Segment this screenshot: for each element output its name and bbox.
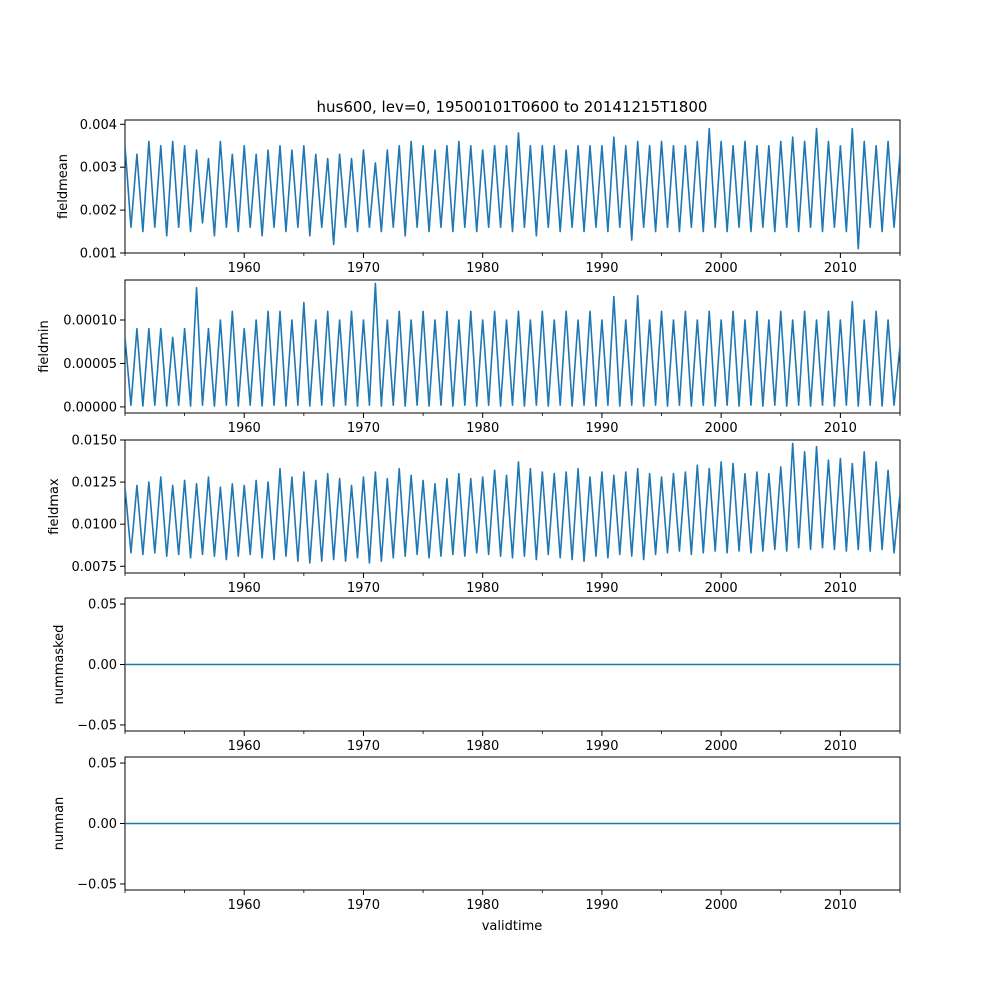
x-tick-label: 1990 bbox=[585, 739, 618, 754]
y-tick-label: 0.00010 bbox=[63, 313, 117, 328]
x-tick-label: 1990 bbox=[585, 421, 618, 436]
y-tick-label: 0.0125 bbox=[72, 476, 118, 491]
x-tick-label: 1990 bbox=[585, 261, 618, 276]
x-tick-label: 1960 bbox=[228, 739, 261, 754]
figure-title: hus600, lev=0, 19500101T0600 to 20141215… bbox=[317, 98, 708, 116]
y-axis-label: numnan bbox=[52, 797, 67, 851]
series-line-fieldmin bbox=[125, 282, 900, 407]
y-tick-label: 0.00 bbox=[88, 817, 117, 832]
x-tick-label: 1980 bbox=[466, 898, 499, 913]
y-tick-label: 0.00000 bbox=[63, 400, 117, 415]
x-tick-label: 2010 bbox=[824, 739, 857, 754]
y-axis-label: nummasked bbox=[52, 625, 67, 705]
y-tick-label: 0.05 bbox=[88, 598, 117, 613]
series-line-fieldmean bbox=[125, 127, 900, 250]
subplot-nummasked: 1960 1970 1980 1990 2000 2010 −0.05 0.00 0.05 num… bbox=[52, 597, 901, 754]
x-tick-label: 1960 bbox=[228, 898, 261, 913]
x-tick-label: 2000 bbox=[705, 261, 738, 276]
x-tick-label: 1970 bbox=[347, 421, 380, 436]
x-tick-label: 1980 bbox=[466, 581, 499, 596]
y-tick-label: 0.0150 bbox=[72, 434, 118, 449]
y-tick-label: 0.00 bbox=[88, 658, 117, 673]
y-tick-label: 0.0075 bbox=[72, 560, 118, 575]
x-tick-label: 1960 bbox=[228, 581, 261, 596]
x-tick-label: 2010 bbox=[824, 261, 857, 276]
x-tick-label: 1970 bbox=[347, 739, 380, 754]
x-tick-label: 2000 bbox=[705, 581, 738, 596]
y-tick-label: 0.004 bbox=[80, 118, 117, 133]
x-tick-label: 1960 bbox=[228, 421, 261, 436]
y-tick-label: 0.0100 bbox=[72, 518, 118, 533]
x-tick-label: 1960 bbox=[228, 261, 261, 276]
x-tick-label: 2000 bbox=[705, 898, 738, 913]
series-line-fieldmax bbox=[125, 442, 900, 564]
y-axis-label: fieldmin bbox=[37, 320, 52, 373]
y-tick-label: 0.001 bbox=[80, 247, 117, 262]
x-tick-label: 1990 bbox=[585, 898, 618, 913]
x-tick-label: 2010 bbox=[824, 421, 857, 436]
x-tick-label: 1980 bbox=[466, 261, 499, 276]
x-tick-label: 1970 bbox=[347, 261, 380, 276]
x-tick-label: 1980 bbox=[466, 421, 499, 436]
y-tick-label: −0.05 bbox=[77, 718, 117, 733]
subplot-fieldmin: 1960 1970 1980 1990 2000 2010 0.00000 0.00005 0.… bbox=[37, 279, 901, 436]
y-tick-label: 0.00005 bbox=[63, 357, 117, 372]
y-axis-label: fieldmax bbox=[47, 478, 62, 535]
x-tick-label: 1970 bbox=[347, 581, 380, 596]
axes-frame bbox=[124, 439, 901, 574]
subplot-fieldmean: 1960 1970 1980 1990 2000 2010 0.001 0.002 0.003 0… bbox=[56, 118, 901, 276]
y-axis-label: fieldmean bbox=[56, 154, 71, 219]
x-tick-label: 2010 bbox=[824, 581, 857, 596]
x-tick-label: 2000 bbox=[705, 739, 738, 754]
x-tick-label: 1980 bbox=[466, 739, 499, 754]
x-tick-label: 2010 bbox=[824, 898, 857, 913]
axes-frame bbox=[124, 119, 901, 254]
subplot-numnan: 1960 1970 1980 1990 2000 2010 −0.05 0.00 0.05 num… bbox=[52, 756, 901, 913]
subplot-fieldmax: 1960 1970 1980 1990 2000 2010 0.0075 0.0100 0.01… bbox=[47, 434, 901, 596]
y-tick-label: −0.05 bbox=[77, 877, 117, 892]
x-tick-label: 2000 bbox=[705, 421, 738, 436]
y-tick-label: 0.003 bbox=[80, 161, 117, 176]
x-tick-label: 1990 bbox=[585, 581, 618, 596]
x-axis-label: validtime bbox=[482, 919, 543, 934]
subplot-panels: 1960 1970 1980 1990 2000 2010 0.001 0.002 0.003 0… bbox=[37, 118, 901, 913]
y-tick-label: 0.002 bbox=[80, 204, 117, 219]
y-tick-label: 0.05 bbox=[88, 757, 117, 772]
x-tick-label: 1970 bbox=[347, 898, 380, 913]
